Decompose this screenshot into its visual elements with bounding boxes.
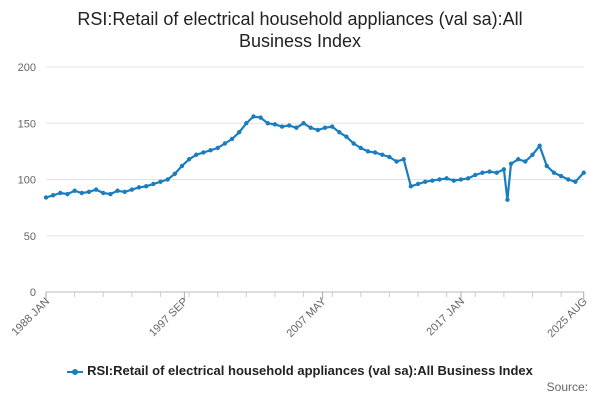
data-point[interactable] — [272, 122, 278, 127]
data-point[interactable] — [430, 178, 435, 183]
chart-title: RSI:Retail of electrical household appli… — [77, 9, 523, 51]
data-point[interactable] — [508, 161, 514, 166]
x-tick-label: 1997 SEP — [147, 296, 191, 340]
legend[interactable]: RSI:Retail of electrical household appli… — [0, 363, 600, 378]
data-point[interactable] — [544, 163, 549, 169]
data-point[interactable] — [93, 187, 99, 192]
source-label: Source: — [546, 380, 588, 394]
data-point[interactable] — [158, 179, 163, 184]
data-point[interactable] — [194, 152, 199, 157]
data-point[interactable] — [515, 157, 521, 162]
data-point[interactable] — [143, 184, 149, 189]
x-tick-label: 1988 JAN — [9, 296, 52, 339]
data-point[interactable] — [480, 170, 485, 175]
data-point[interactable] — [444, 176, 449, 181]
data-point[interactable] — [487, 169, 492, 174]
data-point[interactable] — [387, 154, 392, 160]
data-point[interactable] — [401, 157, 406, 162]
data-point[interactable] — [380, 152, 385, 157]
data-point[interactable] — [294, 125, 299, 130]
x-tick-label: 2017 JAN — [424, 296, 467, 339]
grid-layer — [46, 66, 584, 293]
data-point[interactable] — [186, 157, 192, 162]
data-point[interactable] — [581, 170, 586, 175]
data-point[interactable] — [329, 124, 335, 129]
data-point[interactable] — [394, 159, 399, 164]
y-tick-label: 100 — [18, 175, 36, 187]
x-tick-label: 2025 AUG — [545, 296, 589, 340]
y-tick-label: 0 — [30, 287, 36, 299]
data-point[interactable] — [573, 179, 578, 184]
data-point[interactable] — [151, 181, 156, 187]
series-layer — [43, 114, 586, 202]
data-point[interactable] — [315, 127, 321, 133]
y-axis: 0 50 100 150 200 — [18, 62, 36, 299]
data-point[interactable] — [86, 189, 92, 195]
data-point[interactable] — [530, 152, 535, 157]
data-point[interactable] — [122, 189, 127, 195]
data-point[interactable] — [473, 172, 478, 178]
y-tick-label: 200 — [18, 62, 36, 74]
data-point[interactable] — [208, 148, 213, 153]
data-point[interactable] — [365, 149, 371, 154]
data-point[interactable] — [451, 178, 456, 183]
data-point[interactable] — [505, 197, 510, 202]
data-point[interactable] — [72, 188, 77, 193]
y-tick-label: 150 — [18, 118, 36, 130]
data-point[interactable] — [265, 121, 270, 126]
data-point[interactable] — [236, 130, 242, 135]
series-line — [45, 115, 585, 201]
data-point[interactable] — [494, 170, 499, 175]
data-point[interactable] — [344, 134, 349, 139]
data-point[interactable] — [372, 150, 378, 155]
legend-marker — [72, 368, 79, 375]
data-point[interactable] — [322, 125, 328, 130]
data-point[interactable] — [179, 163, 185, 169]
data-point[interactable] — [58, 190, 63, 196]
data-point[interactable] — [566, 177, 571, 182]
data-point[interactable] — [136, 185, 142, 190]
data-point[interactable] — [172, 171, 177, 177]
data-point[interactable] — [251, 114, 256, 119]
data-point[interactable] — [287, 123, 292, 128]
x-axis: 1988 JAN 1997 SEP 2007 MAY 2017 JAN 2025 AUG — [9, 291, 590, 340]
x-tick-label: 2007 MAY — [284, 295, 329, 340]
legend-swatch — [67, 367, 84, 377]
data-point[interactable] — [244, 121, 249, 126]
data-point[interactable] — [50, 193, 56, 198]
data-point[interactable] — [408, 184, 414, 189]
data-point[interactable] — [437, 177, 442, 182]
data-point[interactable] — [465, 176, 471, 181]
data-point[interactable] — [358, 145, 363, 151]
data-point[interactable] — [301, 121, 306, 126]
data-point[interactable] — [43, 195, 49, 200]
data-point[interactable] — [165, 177, 170, 182]
data-point[interactable] — [551, 170, 557, 175]
data-point[interactable] — [501, 167, 507, 172]
data-point[interactable] — [537, 143, 542, 148]
data-point[interactable] — [351, 141, 356, 146]
data-point[interactable] — [108, 191, 113, 197]
data-point[interactable] — [129, 187, 135, 192]
data-point[interactable] — [422, 179, 428, 184]
data-point[interactable] — [415, 181, 421, 187]
data-point[interactable] — [79, 190, 84, 196]
data-point[interactable] — [523, 159, 528, 164]
data-point[interactable] — [222, 141, 228, 146]
data-point[interactable] — [215, 145, 220, 151]
data-point[interactable] — [279, 124, 285, 129]
data-point[interactable] — [65, 191, 70, 197]
data-point[interactable] — [258, 115, 263, 120]
data-point[interactable] — [201, 150, 206, 155]
data-point[interactable] — [337, 130, 342, 135]
data-point[interactable] — [115, 188, 120, 193]
legend-label: RSI:Retail of electrical household appli… — [87, 363, 533, 378]
data-point[interactable] — [229, 136, 235, 142]
data-point[interactable] — [558, 173, 564, 179]
data-point[interactable] — [458, 177, 464, 182]
y-tick-label: 50 — [24, 231, 36, 243]
data-point[interactable] — [308, 125, 313, 130]
data-point[interactable] — [101, 190, 106, 196]
